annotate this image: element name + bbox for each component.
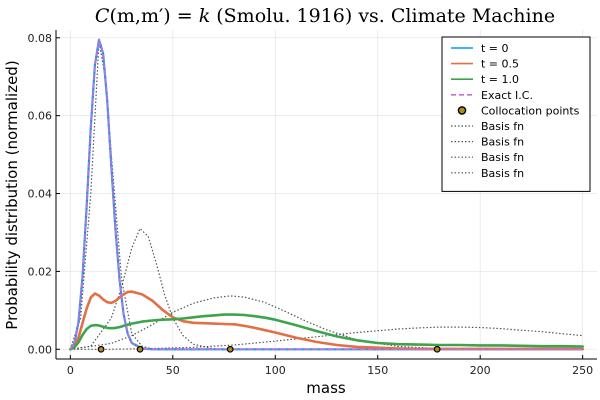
title-k: k — [199, 5, 211, 27]
legend-marker — [457, 106, 467, 115]
legend-label: Basis fn — [481, 167, 524, 180]
title-args: (m,m′) — [109, 5, 170, 27]
y-tick-label: 0.02 — [28, 265, 53, 278]
legend-label: t = 0 — [481, 42, 509, 55]
title-eq: = — [171, 5, 199, 27]
legend-label: Basis fn — [481, 120, 524, 133]
legend-box — [441, 36, 591, 192]
axes-layer: 0 50 100 150 200 250 0.00 0.02 0.04 0.06 0.08 — [28, 30, 597, 377]
x-tick-label: 250 — [572, 364, 593, 377]
legend-label: t = 0.5 — [481, 58, 519, 71]
collocation-point — [136, 345, 144, 353]
legend-label: Basis fn — [481, 151, 524, 164]
y-tick-label: 0.06 — [28, 110, 53, 123]
x-tick-label: 100 — [265, 364, 286, 377]
collocation-points-layer — [97, 345, 441, 353]
legend-label: t = 1.0 — [481, 73, 519, 86]
legend: t = 0 t = 0.5 t = 1.0 Exact I.C. Collocation… — [441, 36, 591, 192]
collocation-point — [433, 345, 441, 353]
legend-label: Basis fn — [481, 136, 524, 149]
x-tick-label: 200 — [470, 364, 491, 377]
collocation-point — [97, 345, 105, 353]
basis-functions-layer — [69, 41, 583, 350]
legend-label: Exact I.C. — [481, 89, 533, 102]
collocation-point — [226, 345, 234, 353]
y-tick-label: 0.00 — [28, 343, 53, 356]
series-line-t-1-0 — [69, 313, 585, 351]
x-axis-label: mass — [306, 379, 346, 397]
x-tick-label: 0 — [67, 364, 74, 377]
series-line-exact-i-c- — [69, 38, 584, 351]
series-layer — [69, 38, 585, 351]
y-tick-label: 0.08 — [28, 32, 53, 45]
title-rest: (Smolu. 1916) vs. Climate Machine — [210, 5, 555, 27]
title-func: C — [95, 5, 110, 27]
x-tick-label: 50 — [166, 364, 180, 377]
y-axis-label: Probability distribution (normalized) — [3, 60, 21, 329]
basis-fn-line-4 — [70, 326, 583, 350]
legend-label: Collocation points — [481, 104, 580, 117]
basis-fn-line-1 — [69, 41, 194, 350]
chart-title: C(m,m′) = k (Smolu. 1916) vs. Climate Ma… — [95, 5, 555, 27]
y-tick-label: 0.04 — [28, 188, 53, 201]
x-tick-label: 150 — [367, 364, 388, 377]
